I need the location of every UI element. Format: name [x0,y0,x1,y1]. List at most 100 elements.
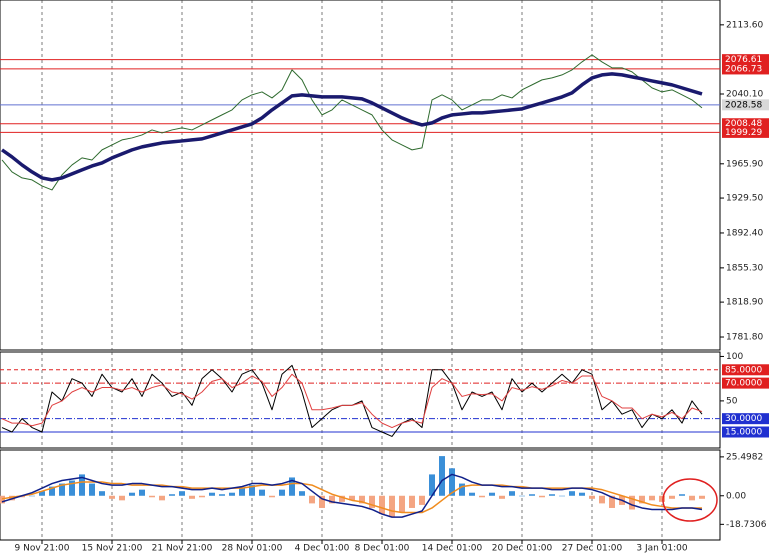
histogram-bar [439,456,445,496]
histogram-bar [559,495,565,497]
series-line [1,473,703,518]
level-label-box [722,413,769,425]
histogram-bar [449,468,455,496]
histogram-bar [539,495,545,498]
level-label: 1999.29 [725,128,762,138]
series-line [1,373,703,429]
histogram-bar [219,494,225,496]
histogram-bar [89,483,95,496]
histogram-bar [389,495,395,518]
y-tick-label: 1818.90 [726,298,763,308]
histogram-bar [199,495,205,498]
histogram-bar [299,491,305,496]
level-label: 2076.61 [725,55,762,65]
level-label: 2066.73 [725,64,762,74]
level-label-box [722,364,769,376]
histogram-bar [289,477,295,496]
histogram-bar [479,495,485,498]
histogram-bar [329,495,335,504]
histogram-bar [39,491,45,496]
level-label-box [722,126,769,138]
level-label: 30.0000 [725,414,762,424]
histogram-bar [529,494,535,496]
y-tick-label: 1892.40 [726,228,763,238]
histogram-bar [699,495,705,499]
histogram-bar [49,486,55,496]
histogram-bar [429,474,435,496]
level-label-box [722,99,769,111]
histogram-bar [249,485,255,496]
series-line [1,54,703,191]
histogram-bar [159,495,165,501]
histogram-bar [609,495,615,508]
histogram-bar [599,495,605,504]
histogram-bar [499,495,505,499]
histogram-bar [309,495,315,504]
y-tick-label: 1929.50 [726,194,763,204]
level-label: 2008.48 [725,119,762,129]
y-tick-label: 100 [726,352,743,362]
histogram-bar [349,495,355,501]
histogram-bar [229,492,235,496]
highlight-circle [662,478,718,522]
histogram-bar [419,495,425,505]
series-line [0,72,703,182]
y-tick-label: 2113.60 [726,20,763,30]
histogram-bar [649,495,655,501]
x-tick-label: 27 Dec 01:00 [562,544,623,554]
x-tick-label: 4 Dec 01:00 [295,544,350,554]
histogram-bar [59,483,65,496]
histogram-bar [519,495,525,497]
histogram-bar [629,495,635,510]
y-tick-label: 2040.10 [726,89,763,99]
histogram-bar [139,489,145,496]
y-tick-label: 25.4982 [726,452,763,462]
histogram-bar [209,492,215,496]
histogram-bar [169,494,175,496]
histogram-bar [359,495,365,504]
histogram-bar [109,495,115,499]
histogram-bar [399,495,405,513]
price-panel [0,0,721,351]
histogram-bar [489,492,495,496]
level-label: 15.0000 [725,428,762,438]
histogram-bar [669,495,675,499]
histogram-bar [459,483,465,496]
histogram-bar [679,494,685,496]
y-tick-label: 0.00 [726,491,746,501]
oscillator-panel [0,351,721,449]
histogram-bar [279,489,285,496]
histogram-bar [339,495,345,502]
histogram-bar [69,480,75,496]
histogram-bar [99,491,105,496]
y-tick-label: 1781.80 [726,333,763,343]
macd-panel [0,449,721,541]
histogram-bar [569,491,575,496]
level-label: 70.0000 [725,379,762,389]
histogram-bar [409,495,415,508]
histogram-bar [0,495,5,504]
histogram-bar [689,495,695,501]
histogram-bar [509,491,515,496]
histogram-bar [549,494,555,496]
x-tick-label: 28 Nov 01:00 [222,544,283,554]
x-tick-label: 15 Nov 21:00 [82,544,143,554]
y-tick-label: -18.7306 [726,520,767,530]
histogram-bar [579,492,585,496]
histogram-bar [179,491,185,496]
histogram-bar [319,495,325,508]
histogram-bar [149,495,155,498]
x-tick-label: 21 Nov 21:00 [152,544,213,554]
x-tick-label: 20 Dec 01:00 [492,544,553,554]
histogram-bar [379,495,385,515]
x-tick-label: 3 Jan 01:00 [636,544,688,554]
histogram-bar [129,492,135,496]
level-label-box [722,377,769,389]
level-label-box [722,118,769,130]
histogram-bar [469,492,475,496]
histogram-bar [189,495,195,499]
y-tick-label: 50 [726,396,738,406]
x-tick-label: 9 Nov 21:00 [15,544,70,554]
